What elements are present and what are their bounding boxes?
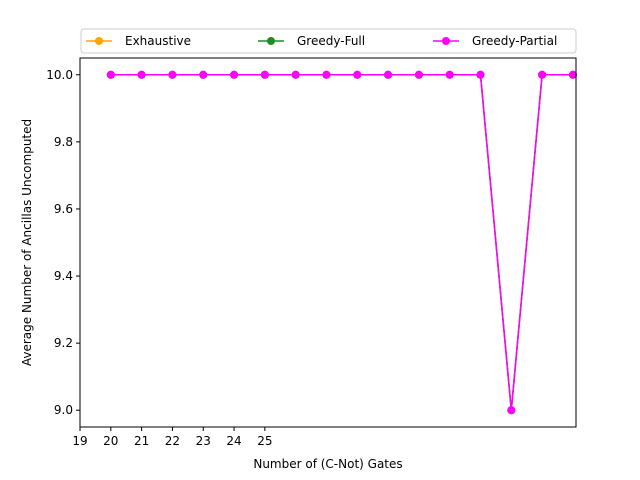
legend-item: Greedy-Full (258, 34, 365, 48)
legend-item: Greedy-Partial (433, 34, 557, 48)
legend-item: Exhaustive (86, 34, 191, 48)
legend-label: Exhaustive (125, 34, 191, 48)
y-tick-label: 9.2 (54, 336, 73, 350)
legend: Exhaustive Greedy-Full Greedy-Partial (80, 28, 577, 54)
x-tick-label: 23 (196, 434, 211, 448)
y-tick-label: 9.8 (54, 135, 73, 149)
data-point (260, 70, 269, 79)
data-point (568, 70, 577, 79)
legend-label: Greedy-Full (297, 34, 365, 48)
x-tick-label: 22 (165, 434, 180, 448)
x-tick-label: 20 (103, 434, 118, 448)
data-point (291, 70, 300, 79)
y-tick-label: 10.0 (46, 68, 73, 82)
y-tick-label: 9.0 (54, 403, 73, 417)
data-point (414, 70, 423, 79)
data-point (168, 70, 177, 79)
x-tick-label: 25 (257, 434, 272, 448)
y-tick-label: 9.4 (54, 269, 73, 283)
data-point (476, 70, 485, 79)
data-point (538, 70, 547, 79)
data-point (137, 70, 146, 79)
y-axis-label: Average Number of Ancillas Uncomputed (20, 119, 34, 366)
series-greedy-partial (106, 70, 577, 415)
data-point (445, 70, 454, 79)
axes-frame (79, 57, 577, 428)
x-tick-label: 24 (226, 434, 241, 448)
data-point (384, 70, 393, 79)
legend-marker (267, 37, 275, 45)
y-tick-label: 9.6 (54, 202, 73, 216)
x-axis-label: Number of (C-Not) Gates (253, 457, 402, 471)
legend-marker (95, 37, 103, 45)
legend-box (80, 28, 577, 54)
data-point (199, 70, 208, 79)
data-point (507, 406, 516, 415)
data-point (106, 70, 115, 79)
x-tick-label: 19 (72, 434, 87, 448)
legend-marker (442, 37, 450, 45)
x-axis: 19 20 21 22 23 24 25 (72, 427, 272, 448)
plot-area (106, 70, 577, 415)
data-point (322, 70, 331, 79)
legend-label: Greedy-Partial (472, 34, 557, 48)
x-tick-label: 21 (134, 434, 149, 448)
series-line (110, 74, 573, 411)
y-axis: 9.0 9.2 9.4 9.6 9.8 10.0 (46, 68, 80, 417)
data-point (353, 70, 362, 79)
data-point (230, 70, 239, 79)
